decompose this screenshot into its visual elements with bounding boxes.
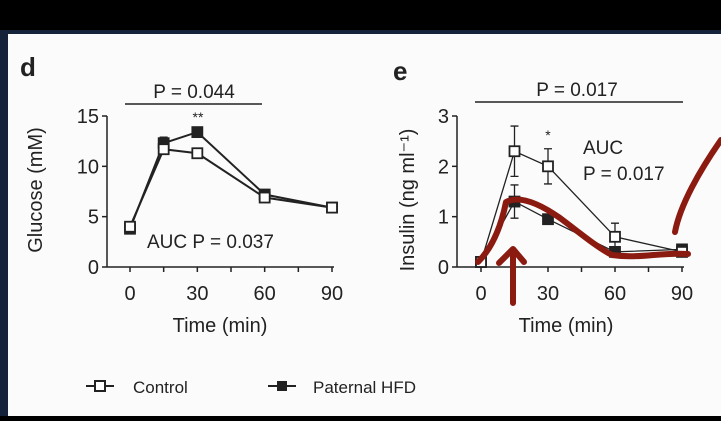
x-tick-label: 30 <box>537 283 559 305</box>
top-p-value: P = 0.017 <box>536 80 618 101</box>
y-tick-label: 0 <box>438 257 449 279</box>
x-axis-label: Time (min) <box>519 315 614 337</box>
data-point <box>191 126 204 139</box>
x-tick-label: 60 <box>254 283 276 305</box>
data-point <box>542 160 554 173</box>
legend-label: Control <box>133 378 188 397</box>
x-tick-label: 30 <box>186 283 208 305</box>
significance-stars: ** <box>193 109 204 125</box>
data-point <box>258 191 271 204</box>
significance-stars: * <box>545 127 551 143</box>
y-axis-label: Insulin (ng ml⁻¹) <box>397 129 419 272</box>
y-tick-label: 15 <box>77 106 99 128</box>
y-tick-label: 2 <box>438 156 449 178</box>
data-point <box>124 220 136 233</box>
data-point <box>157 143 170 156</box>
data-point <box>508 145 521 158</box>
panel-d: d P = 0.044 ** AUC P = 0.037 Glucose (mM… <box>20 52 343 337</box>
y-tick-label: 0 <box>88 257 99 279</box>
x-tick-label: 90 <box>321 283 343 305</box>
panel-label-e: e <box>393 56 407 86</box>
filled-square-marker-icon <box>277 381 287 391</box>
panel-e: e P = 0.017 * AUC P = 0.017 Insulin (ng … <box>393 56 693 337</box>
y-tick-label: 5 <box>88 207 99 229</box>
auc-p-value: AUC P = 0.037 <box>147 232 274 253</box>
data-point <box>542 213 554 226</box>
x-tick-label: 60 <box>604 283 626 305</box>
y-axis-label: Glucose (mM) <box>25 127 47 253</box>
legend: Control Paternal HFD <box>86 378 416 397</box>
top-bar <box>0 0 721 30</box>
top-p-value: P = 0.044 <box>153 82 235 103</box>
legend-label: Paternal HFD <box>313 378 416 397</box>
legend-item-hfd: Paternal HFD <box>268 378 416 397</box>
y-tick-label: 3 <box>438 106 449 128</box>
auc-label: AUC <box>583 138 623 159</box>
annotation-stroke <box>672 137 721 235</box>
data-point <box>326 201 338 214</box>
data-point <box>191 147 204 160</box>
data-point <box>609 230 621 243</box>
annotation-curve <box>475 196 691 265</box>
x-tick-label: 90 <box>671 283 693 305</box>
open-square-marker-icon <box>94 380 106 392</box>
auc-p-value: P = 0.017 <box>583 164 665 185</box>
legend-item-control: Control <box>86 378 188 397</box>
annotation-arrow <box>496 246 527 306</box>
y-tick-label: 1 <box>438 207 449 229</box>
x-axis-label: Time (min) <box>173 315 268 337</box>
x-tick-label: 0 <box>124 283 135 305</box>
plot-area: 0 5 10 15 0 30 60 90 <box>77 106 343 305</box>
y-tick-label: 10 <box>77 156 99 178</box>
hand-annotation <box>475 137 721 306</box>
x-tick-label: 0 <box>475 283 486 305</box>
panel-label-d: d <box>20 52 36 82</box>
